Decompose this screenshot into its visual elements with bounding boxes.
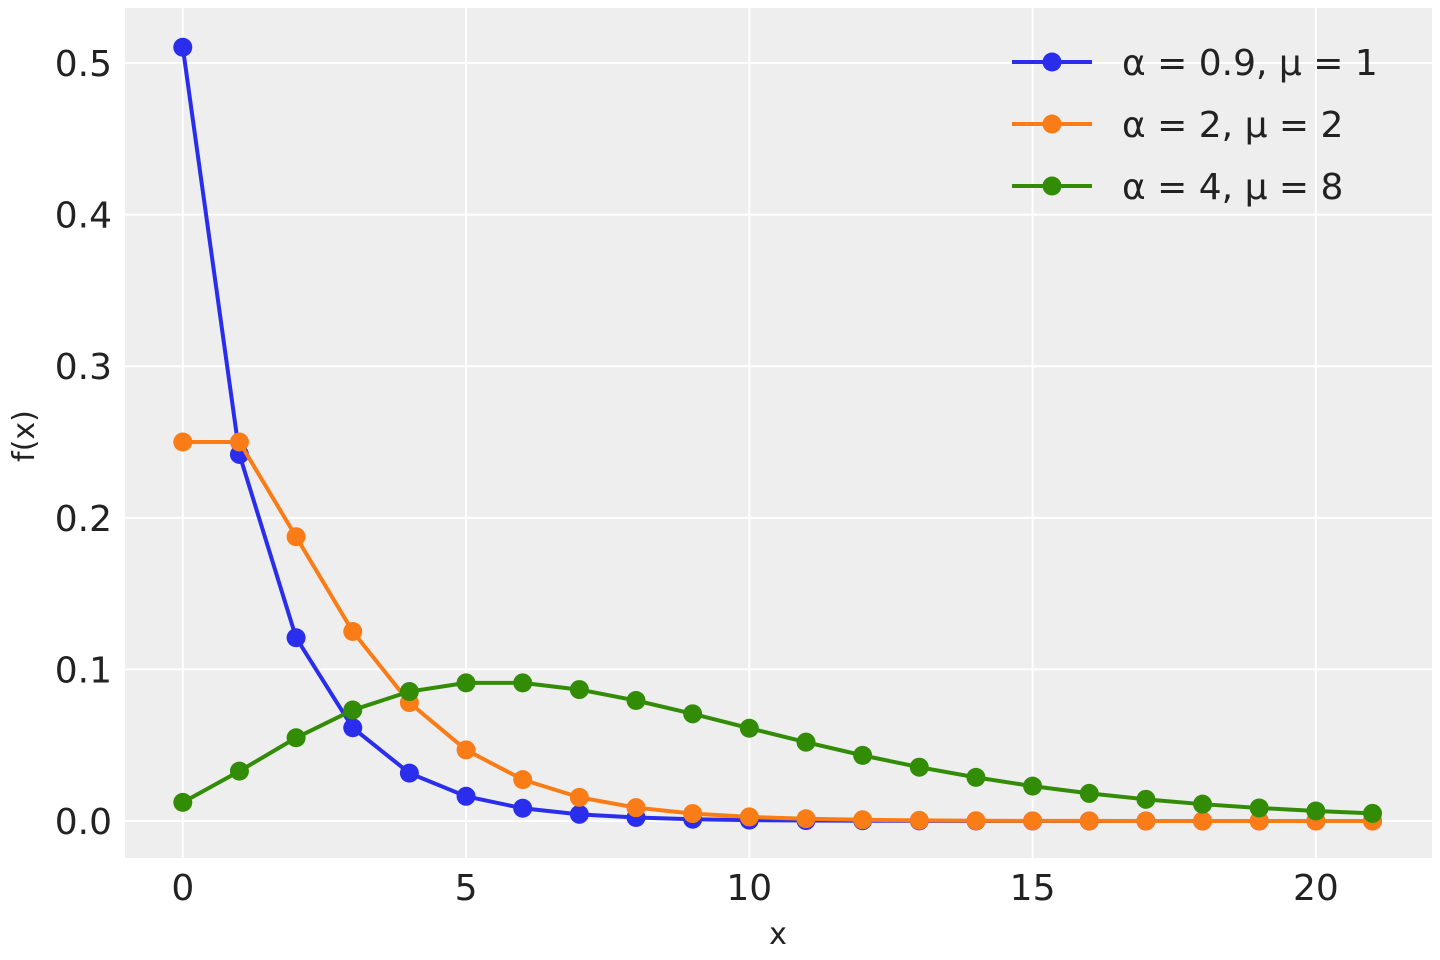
data-point [173, 37, 193, 57]
legend: α = 0.9, μ = 1 α = 2, μ = 2 α = 4, μ = 8 [1012, 43, 1378, 208]
y-tick-label: 0.1 [55, 650, 112, 691]
data-point [1306, 801, 1326, 821]
data-point [683, 704, 703, 724]
data-point [399, 682, 419, 702]
y-tick-label: 0.2 [55, 499, 112, 540]
x-tick-label: 20 [1293, 868, 1339, 909]
data-point [229, 432, 249, 452]
data-point [286, 527, 306, 547]
data-point [1193, 811, 1213, 831]
data-point [853, 810, 873, 830]
x-ticks: 0 5 10 15 20 [171, 868, 1338, 909]
series-group [173, 37, 1383, 831]
series-line [181, 680, 1373, 816]
y-tick-label: 0.0 [55, 802, 112, 843]
x-tick-label: 0 [171, 868, 194, 909]
data-point [626, 798, 646, 818]
y-tick-label: 0.4 [55, 196, 112, 237]
data-point [456, 740, 476, 760]
data-point [1079, 783, 1099, 803]
data-point [229, 761, 249, 781]
data-point [796, 732, 816, 752]
data-point [399, 763, 419, 783]
y-axis-label: f(x) [7, 410, 42, 462]
y-tick-label: 0.3 [55, 347, 112, 388]
data-point [513, 673, 533, 693]
data-point [1249, 811, 1269, 831]
data-point [683, 804, 703, 824]
data-point [966, 811, 986, 831]
data-point [513, 770, 533, 790]
data-point [343, 700, 363, 720]
data-point [1193, 794, 1213, 814]
legend-entry: α = 4, μ = 8 [1012, 167, 1343, 208]
legend-label: α = 4, μ = 8 [1122, 167, 1343, 208]
data-point [286, 728, 306, 748]
legend-label: α = 2, μ = 2 [1122, 105, 1343, 146]
legend-marker [1042, 52, 1062, 72]
x-tick-label: 15 [1010, 868, 1056, 909]
data-point [1363, 803, 1383, 823]
data-point [1249, 798, 1269, 818]
y-tick-label: 0.5 [55, 44, 112, 85]
data-point [569, 804, 589, 824]
y-ticks: 0.0 0.1 0.2 0.3 0.4 0.5 [55, 44, 112, 843]
x-tick-label: 10 [726, 868, 772, 909]
legend-entry: α = 0.9, μ = 1 [1012, 43, 1378, 84]
data-point [739, 807, 759, 827]
legend-entry: α = 2, μ = 2 [1012, 105, 1343, 146]
data-point [1136, 811, 1156, 831]
data-point [1136, 789, 1156, 809]
data-point [626, 690, 646, 710]
data-point [853, 745, 873, 765]
grid [125, 8, 1432, 858]
data-point [343, 622, 363, 642]
data-point [173, 792, 193, 812]
data-point [1023, 811, 1043, 831]
data-point [1079, 811, 1099, 831]
legend-marker [1042, 114, 1062, 134]
legend-marker [1042, 176, 1062, 196]
data-point [909, 810, 929, 830]
data-point [1023, 776, 1043, 796]
data-point [456, 786, 476, 806]
data-point [513, 798, 533, 818]
data-point [796, 809, 816, 829]
legend-label: α = 0.9, μ = 1 [1122, 43, 1378, 84]
data-point [286, 628, 306, 648]
x-tick-label: 5 [455, 868, 478, 909]
series-3 [173, 673, 1383, 823]
data-point [173, 432, 193, 452]
data-point [569, 680, 589, 700]
data-point [343, 718, 363, 738]
x-axis-label: x [769, 917, 787, 952]
data-point [966, 767, 986, 787]
data-point [569, 787, 589, 807]
data-point [909, 757, 929, 777]
data-point [456, 673, 476, 693]
data-point [739, 718, 759, 738]
series-line [182, 440, 1373, 824]
